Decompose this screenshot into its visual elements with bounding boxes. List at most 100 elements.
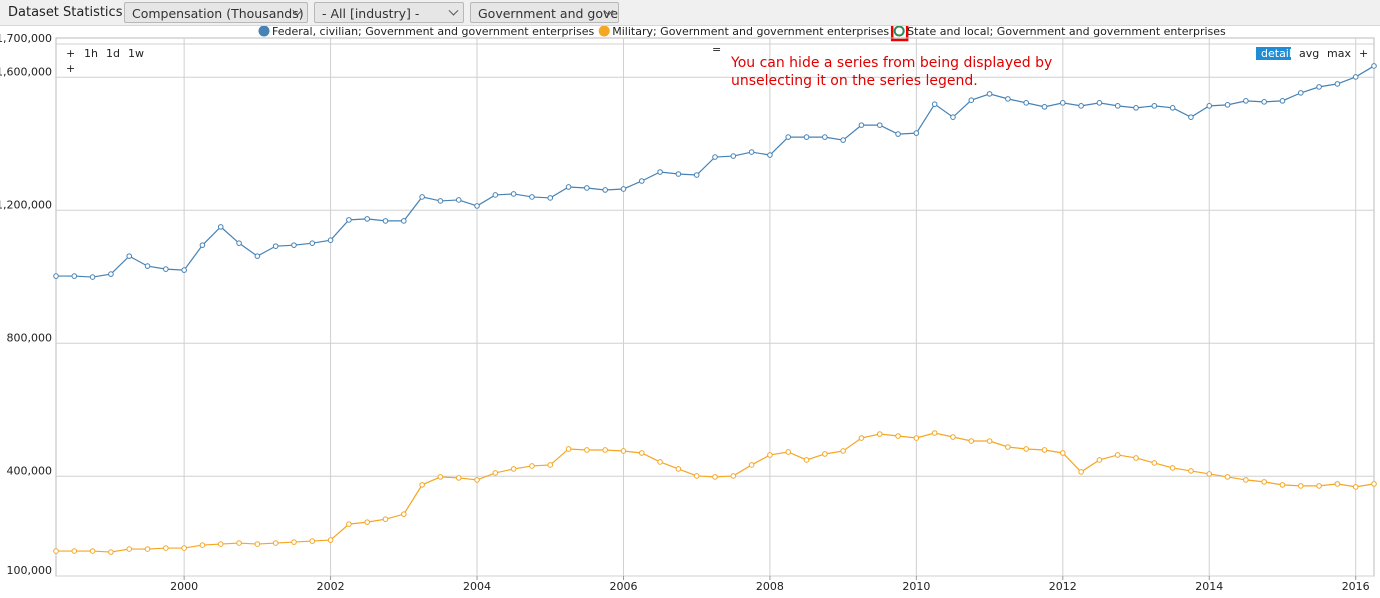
- data-point: [1279, 98, 1286, 104]
- data-point: [89, 274, 96, 280]
- data-point: [291, 242, 297, 248]
- data-point: [950, 114, 956, 120]
- data-point: [419, 194, 425, 200]
- data-point: [913, 435, 920, 441]
- data-point: [968, 97, 975, 103]
- aggregation-button[interactable]: avg: [1299, 47, 1319, 60]
- series-line: [56, 65, 1375, 278]
- data-point: [931, 430, 938, 436]
- data-point: [71, 548, 78, 554]
- legend-swatch: [598, 26, 610, 37]
- data-point: [529, 463, 535, 469]
- data-point: [108, 549, 114, 555]
- dropdown[interactable]: - All [industry] -: [314, 2, 464, 23]
- data-point: [657, 169, 663, 175]
- data-point: [931, 101, 938, 107]
- data-point: [1169, 105, 1176, 111]
- data-point: [529, 194, 535, 200]
- data-point: [492, 192, 499, 198]
- x-tick-label: 2004: [463, 580, 491, 593]
- data-point: [895, 131, 901, 137]
- data-point: [1151, 460, 1158, 466]
- x-tick-label: 2000: [170, 580, 198, 593]
- data-point: [584, 447, 590, 453]
- chart: Federal, civilian; Government and govern…: [0, 26, 1377, 593]
- annotation: unselecting it on the series legend.: [731, 73, 978, 89]
- y-tick-label: 100,000: [7, 564, 53, 577]
- data-point: [1297, 483, 1304, 489]
- zoom-button[interactable]: 1w: [128, 47, 144, 60]
- data-point: [712, 154, 718, 160]
- legend-item[interactable]: Federal, civilian; Government and govern…: [258, 26, 595, 38]
- data-point: [858, 435, 865, 441]
- data-point: [1334, 81, 1341, 87]
- x-tick-label: 2006: [609, 580, 637, 593]
- data-point: [895, 433, 901, 439]
- data-point: [455, 475, 462, 481]
- data-point: [455, 197, 462, 203]
- data-point: [272, 243, 279, 249]
- data-point: [1188, 114, 1194, 120]
- zoom-button[interactable]: +: [66, 62, 75, 75]
- legend-swatch: [893, 26, 905, 37]
- data-point: [693, 473, 700, 479]
- toolbar-title: Dataset Statistics: [8, 5, 123, 20]
- data-point: [1188, 468, 1194, 474]
- data-point: [1151, 103, 1158, 109]
- data-point: [163, 266, 169, 272]
- data-point: [419, 482, 425, 488]
- aggregation-button[interactable]: max: [1327, 47, 1351, 60]
- data-point: [126, 253, 133, 259]
- zoom-button[interactable]: 1d: [106, 47, 120, 60]
- legend-label: State and local; Government and governme…: [907, 26, 1226, 38]
- data-point: [89, 548, 96, 554]
- data-point: [1316, 84, 1322, 90]
- zoom-button[interactable]: 1h: [84, 47, 98, 60]
- data-point: [1023, 446, 1029, 452]
- data-point: [163, 545, 169, 551]
- x-tick-label: 2016: [1342, 580, 1370, 593]
- data-point: [822, 451, 828, 457]
- data-point: [181, 545, 187, 551]
- x-tick-label: 2008: [756, 580, 784, 593]
- zoom-button[interactable]: +: [66, 47, 75, 60]
- toggle-button[interactable]: =: [712, 43, 721, 56]
- data-point: [144, 263, 151, 269]
- data-point: [510, 191, 517, 197]
- aggregation-button[interactable]: detail: [1261, 47, 1292, 60]
- data-point: [584, 185, 590, 191]
- aggregation-button[interactable]: +: [1359, 47, 1368, 60]
- data-point: [1352, 484, 1359, 490]
- data-point: [547, 462, 554, 468]
- data-point: [730, 153, 737, 159]
- data-point: [1005, 96, 1011, 102]
- toolbar: Dataset Statistics Compensation (Thousan…: [0, 0, 1380, 26]
- data-point: [53, 273, 59, 279]
- data-point: [199, 542, 206, 548]
- data-point: [785, 134, 792, 140]
- data-point: [858, 122, 865, 128]
- y-tick-label: 1,700,000: [0, 32, 52, 45]
- data-point: [1169, 465, 1176, 471]
- data-point: [1206, 471, 1213, 477]
- legend-item[interactable]: Military; Government and government ente…: [598, 26, 890, 38]
- data-point: [1224, 474, 1231, 480]
- dropdown[interactable]: Compensation (Thousands): [124, 2, 308, 23]
- data-point: [1243, 98, 1249, 104]
- data-point: [1352, 74, 1359, 80]
- y-tick-label: 1,200,000: [0, 198, 52, 211]
- x-tick-label: 2012: [1049, 580, 1077, 593]
- data-point: [53, 548, 59, 554]
- data-point: [840, 448, 846, 454]
- dropdown[interactable]: Government and gove: [470, 2, 619, 23]
- data-point: [638, 450, 645, 456]
- legend-item[interactable]: State and local; Government and governme…: [890, 26, 1226, 42]
- data-point: [327, 237, 334, 243]
- data-point: [565, 184, 572, 190]
- data-point: [822, 134, 828, 140]
- data-point: [401, 511, 407, 517]
- data-point: [309, 240, 316, 246]
- data-point: [913, 130, 920, 136]
- data-point: [254, 541, 261, 547]
